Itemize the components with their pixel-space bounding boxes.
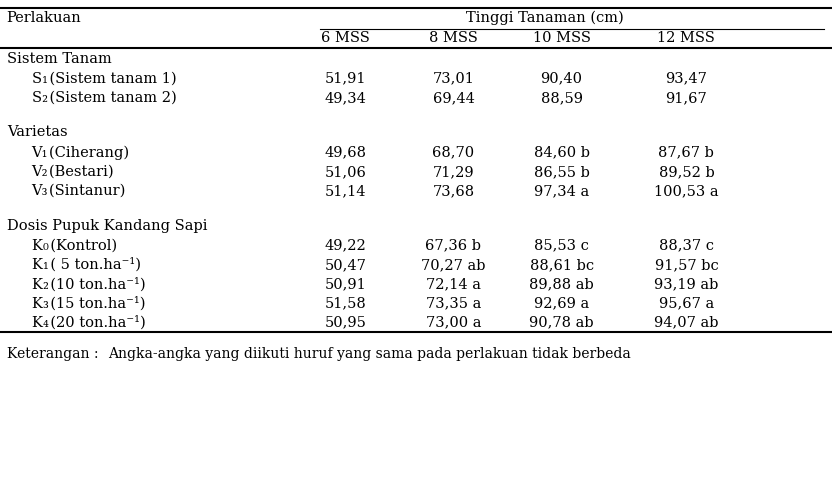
Text: 69,44: 69,44 bbox=[433, 91, 474, 105]
Text: 73,00 a: 73,00 a bbox=[426, 315, 481, 330]
Text: 12 MSS: 12 MSS bbox=[657, 31, 716, 46]
Text: 88,59: 88,59 bbox=[541, 91, 582, 105]
Text: 90,40: 90,40 bbox=[541, 72, 582, 86]
Text: 87,67 b: 87,67 b bbox=[658, 145, 715, 160]
Text: 6 MSS: 6 MSS bbox=[321, 31, 369, 46]
Text: 71,29: 71,29 bbox=[433, 165, 474, 179]
Text: 8 MSS: 8 MSS bbox=[429, 31, 478, 46]
Text: 51,91: 51,91 bbox=[324, 72, 366, 86]
Text: 93,19 ab: 93,19 ab bbox=[654, 277, 719, 291]
Text: Keterangan :: Keterangan : bbox=[7, 347, 98, 361]
Text: V₁ (Ciherang): V₁ (Ciherang) bbox=[32, 145, 130, 160]
Text: 70,27 ab: 70,27 ab bbox=[421, 258, 486, 272]
Text: 95,67 a: 95,67 a bbox=[659, 296, 714, 311]
Text: S₁ (Sistem tanam 1): S₁ (Sistem tanam 1) bbox=[32, 72, 176, 86]
Text: 89,52 b: 89,52 b bbox=[658, 165, 715, 179]
Text: 92,69 a: 92,69 a bbox=[534, 296, 589, 311]
Text: 93,47: 93,47 bbox=[666, 72, 707, 86]
Text: 49,22: 49,22 bbox=[324, 239, 366, 253]
Text: 51,06: 51,06 bbox=[324, 165, 366, 179]
Text: K₂ (10 ton.ha⁻¹): K₂ (10 ton.ha⁻¹) bbox=[32, 277, 146, 291]
Text: 88,61 bc: 88,61 bc bbox=[529, 258, 594, 272]
Text: Perlakuan: Perlakuan bbox=[7, 11, 82, 25]
Text: 91,67: 91,67 bbox=[666, 91, 707, 105]
Text: Sistem Tanam: Sistem Tanam bbox=[7, 51, 111, 66]
Text: 10 MSS: 10 MSS bbox=[532, 31, 591, 46]
Text: K₄ (20 ton.ha⁻¹): K₄ (20 ton.ha⁻¹) bbox=[32, 315, 146, 330]
Text: 88,37 c: 88,37 c bbox=[659, 239, 714, 253]
Text: K₃ (15 ton.ha⁻¹): K₃ (15 ton.ha⁻¹) bbox=[32, 296, 145, 311]
Text: Varietas: Varietas bbox=[7, 125, 67, 140]
Text: 100,53 a: 100,53 a bbox=[654, 184, 719, 198]
Text: S₂ (Sistem tanam 2): S₂ (Sistem tanam 2) bbox=[32, 91, 176, 105]
Text: K₁ ( 5 ton.ha⁻¹): K₁ ( 5 ton.ha⁻¹) bbox=[32, 258, 141, 272]
Text: Dosis Pupuk Kandang Sapi: Dosis Pupuk Kandang Sapi bbox=[7, 218, 207, 233]
Text: 67,36 b: 67,36 b bbox=[425, 239, 482, 253]
Text: V₂ (Bestari): V₂ (Bestari) bbox=[32, 165, 114, 179]
Text: 68,70: 68,70 bbox=[433, 145, 474, 160]
Text: 49,34: 49,34 bbox=[324, 91, 366, 105]
Text: 89,88 ab: 89,88 ab bbox=[529, 277, 594, 291]
Text: 84,60 b: 84,60 b bbox=[533, 145, 590, 160]
Text: 73,35 a: 73,35 a bbox=[426, 296, 481, 311]
Text: 51,58: 51,58 bbox=[324, 296, 366, 311]
Text: 73,01: 73,01 bbox=[433, 72, 474, 86]
Text: 50,91: 50,91 bbox=[324, 277, 366, 291]
Text: 73,68: 73,68 bbox=[433, 184, 474, 198]
Text: 50,95: 50,95 bbox=[324, 315, 366, 330]
Text: K₀ (Kontrol): K₀ (Kontrol) bbox=[32, 239, 116, 253]
Text: Angka-angka yang diikuti huruf yang sama pada perlakuan tidak berbeda: Angka-angka yang diikuti huruf yang sama… bbox=[108, 347, 631, 361]
Text: 72,14 a: 72,14 a bbox=[426, 277, 481, 291]
Text: 49,68: 49,68 bbox=[324, 145, 366, 160]
Text: 50,47: 50,47 bbox=[324, 258, 366, 272]
Text: 90,78 ab: 90,78 ab bbox=[529, 315, 594, 330]
Text: Tinggi Tanaman (cm): Tinggi Tanaman (cm) bbox=[466, 11, 624, 25]
Text: 94,07 ab: 94,07 ab bbox=[654, 315, 719, 330]
Text: 97,34 a: 97,34 a bbox=[534, 184, 589, 198]
Text: 91,57 bc: 91,57 bc bbox=[655, 258, 718, 272]
Text: 51,14: 51,14 bbox=[324, 184, 366, 198]
Text: 86,55 b: 86,55 b bbox=[533, 165, 590, 179]
Text: V₃ (Sintanur): V₃ (Sintanur) bbox=[32, 184, 126, 198]
Text: 85,53 c: 85,53 c bbox=[534, 239, 589, 253]
